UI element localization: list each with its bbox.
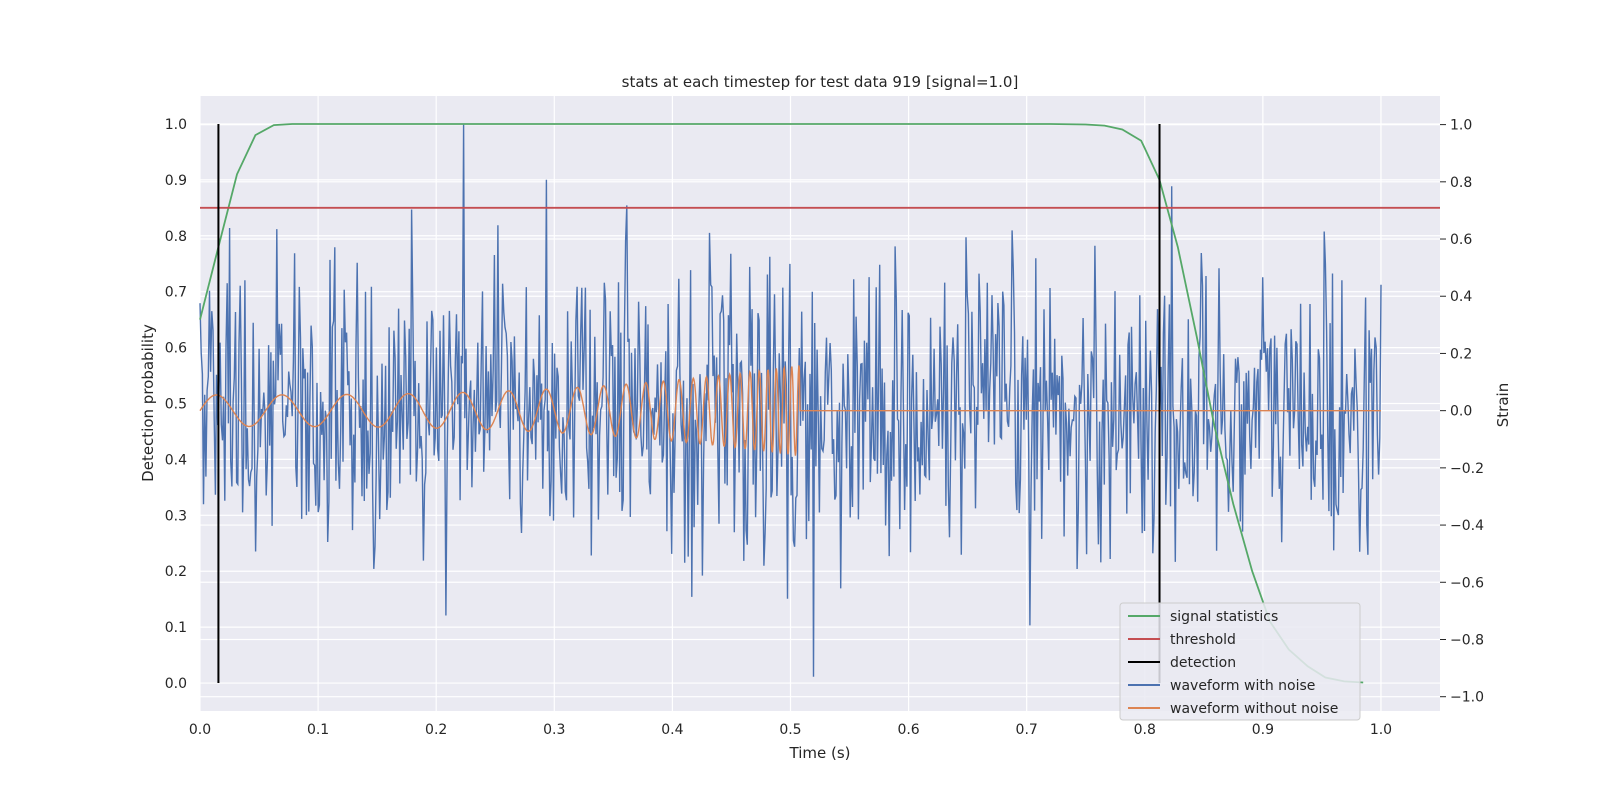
y-tick-label: 0.4 <box>165 452 187 468</box>
y2-tick-label: 0.8 <box>1450 175 1472 191</box>
legend-label-waveform-without-noise: waveform without noise <box>1170 701 1338 717</box>
legend-box <box>1119 602 1361 721</box>
y-tick-label: 0.0 <box>165 676 187 692</box>
x-axis-label: Time (s) <box>789 744 851 762</box>
y2-tick-label: −0.2 <box>1450 461 1484 477</box>
x-tick-label: 0.9 <box>1252 722 1274 738</box>
chart-title: stats at each timestep for test data 919… <box>622 73 1019 91</box>
y2-tick-label: −0.8 <box>1450 632 1484 648</box>
x-tick-label: 0.7 <box>1016 722 1038 738</box>
legend-label-threshold: threshold <box>1170 632 1236 648</box>
x-tick-label: 0.8 <box>1134 722 1156 738</box>
y2-tick-label: −0.4 <box>1450 518 1484 534</box>
x-tick-label: 0.4 <box>661 722 683 738</box>
x-tick-label: 0.0 <box>189 722 211 738</box>
y-axis-label: Detection probability <box>139 324 157 482</box>
y2-tick-label: 0.4 <box>1450 289 1472 305</box>
y-tick-label: 0.6 <box>165 341 187 357</box>
legend-label-detection: detection <box>1170 655 1236 671</box>
y-tick-label: 0.2 <box>165 564 187 580</box>
series-waveform-without-noise <box>199 365 1381 456</box>
x-tick-label: 0.2 <box>425 722 447 738</box>
axes-layer: 0.0 0.1 0.2 0.3 0.4 0.5 0.6 0.7 0.8 0.9 1.0 0.0 0.1 0… <box>165 117 1484 738</box>
x-tick-label: 0.1 <box>307 722 329 738</box>
y2-tick-label: −0.6 <box>1450 575 1484 591</box>
y2-tick-label: −1.0 <box>1450 690 1484 706</box>
y-tick-label: 0.8 <box>165 229 187 245</box>
y-tick-label: 0.3 <box>165 508 187 524</box>
x-tick-label: 0.6 <box>897 722 919 738</box>
y-tick-label: 1.0 <box>165 117 187 133</box>
y-tick-label: 0.9 <box>165 173 187 189</box>
x-tick-label: 0.3 <box>543 722 565 738</box>
y-tick-label: 0.7 <box>165 285 187 301</box>
legend: signal statistics threshold detection wa… <box>1119 602 1361 721</box>
y-tick-label: 0.1 <box>165 620 187 636</box>
y2-tick-label: 0.2 <box>1450 346 1472 362</box>
y2-tick-label: 0.0 <box>1450 404 1472 420</box>
y2-axis-label: Strain <box>1494 383 1512 427</box>
y-tick-label: 0.5 <box>165 397 187 413</box>
y2-tick-label: 0.6 <box>1450 232 1472 248</box>
legend-label-signal-statistics: signal statistics <box>1170 609 1278 625</box>
x-tick-label: 0.5 <box>779 722 801 738</box>
y2-tick-label: 1.0 <box>1450 118 1472 134</box>
x-tick-label: 1.0 <box>1370 722 1392 738</box>
legend-label-waveform-with-noise: waveform with noise <box>1170 678 1315 694</box>
